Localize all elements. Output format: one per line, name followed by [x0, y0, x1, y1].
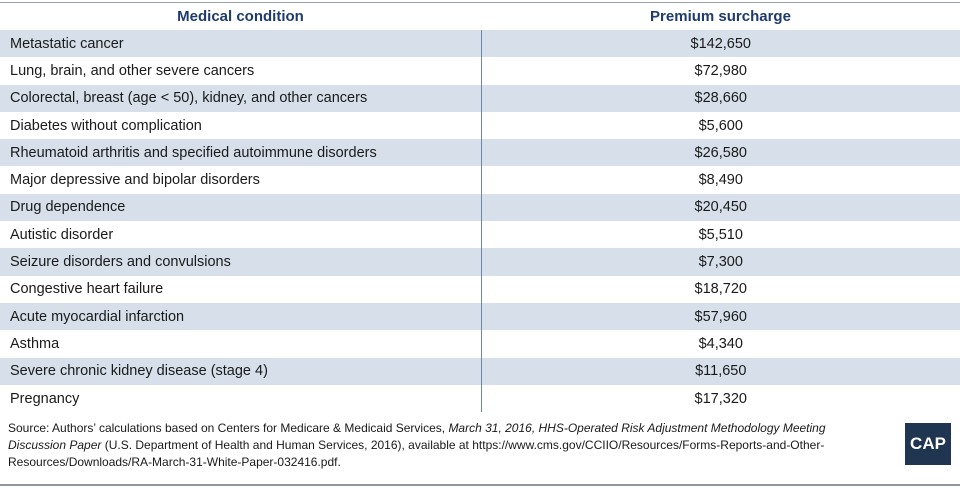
surcharge-cell: $57,960 [480, 302, 960, 331]
table-row: Major depressive and bipolar disorders $8… [0, 166, 960, 194]
condition-cell: Diabetes without complication [10, 117, 202, 134]
bottom-rule [0, 484, 960, 486]
source-text: Source: Authors’ calculations based on C… [8, 421, 449, 435]
table-row: Diabetes without complication $5,600 [0, 111, 960, 140]
surcharge-cell: $5,510 [480, 221, 960, 249]
condition-cell: Seizure disorders and convulsions [0, 248, 481, 276]
header-cell: Premium surcharge [650, 8, 791, 25]
condition-cell: Lung, brain, and other severe cancers [10, 62, 255, 79]
table-row: Lung, brain, and other severe cancers $72… [0, 57, 960, 85]
condition-cell: Drug dependence [0, 193, 481, 222]
top-rule [0, 2, 960, 3]
header-cell: Medical condition [177, 8, 304, 25]
surcharge-cell: $17,320 [480, 384, 960, 413]
surcharge-cell: $20,450 [480, 193, 960, 222]
surcharge-cell: $11,650 [480, 357, 960, 385]
condition-cell: Severe chronic kidney disease (stage 4) [0, 357, 481, 385]
surcharge-table: Medical condition Premium surcharge Meta… [0, 3, 960, 413]
condition-cell: Asthma [10, 335, 60, 352]
condition-cell: Rheumatoid arthritis and specified autoi… [0, 139, 481, 167]
table-row: Severe chronic kidney disease (stage 4) $… [0, 357, 960, 385]
logo: CAP [905, 423, 951, 465]
surcharge-cell: $72,980 [480, 57, 960, 85]
header-row: Medical condition Premium surcharge [0, 3, 960, 30]
source-text: March 31, 2016, HHS-Operated Risk Adjust… [8, 421, 826, 452]
table-row: Autistic disorder $5,510 [0, 221, 960, 249]
surcharge-cell: $7,300 [480, 248, 960, 276]
table-row: Metastatic cancer $142,650 [0, 30, 960, 58]
condition-cell: Autistic disorder [10, 226, 114, 243]
surcharge-cell: $4,340 [480, 330, 960, 358]
source-note: Source: Authors’ calculations based on C… [8, 420, 883, 471]
condition-cell: Major depressive and bipolar disorders [10, 172, 260, 189]
surcharge-cell: $142,650 [480, 30, 960, 58]
table-row: Drug dependence $20,450 [0, 193, 960, 222]
surcharge-cell: $8,490 [480, 166, 960, 194]
surcharge-cell: $5,600 [480, 111, 960, 140]
table-row: Acute myocardial infarction $57,960 [0, 302, 960, 331]
surcharge-cell: $18,720 [480, 275, 960, 303]
condition-cell: Congestive heart failure [10, 281, 164, 298]
table-row: Rheumatoid arthritis and specified autoi… [0, 139, 960, 167]
condition-cell: Colorectal, breast (age < 50), kidney, a… [0, 84, 481, 112]
source-text: (U.S. Department of Health and Human Ser… [8, 438, 825, 469]
table-row: Pregnancy $17,320 [0, 384, 960, 413]
surcharge-cell: $26,580 [480, 139, 960, 167]
table-row: Colorectal, breast (age < 50), kidney, a… [0, 84, 960, 112]
table-row: Seizure disorders and convulsions $7,300 [0, 248, 960, 276]
condition-cell: Acute myocardial infarction [0, 302, 481, 331]
condition-cell: Metastatic cancer [0, 30, 481, 58]
surcharge-cell: $28,660 [480, 84, 960, 112]
table-row: Asthma $4,340 [0, 330, 960, 358]
table-row: Congestive heart failure $18,720 [0, 275, 960, 303]
table-body: Metastatic cancer $142,650 Lung, brain, an… [0, 30, 960, 413]
condition-cell: Pregnancy [10, 390, 80, 407]
